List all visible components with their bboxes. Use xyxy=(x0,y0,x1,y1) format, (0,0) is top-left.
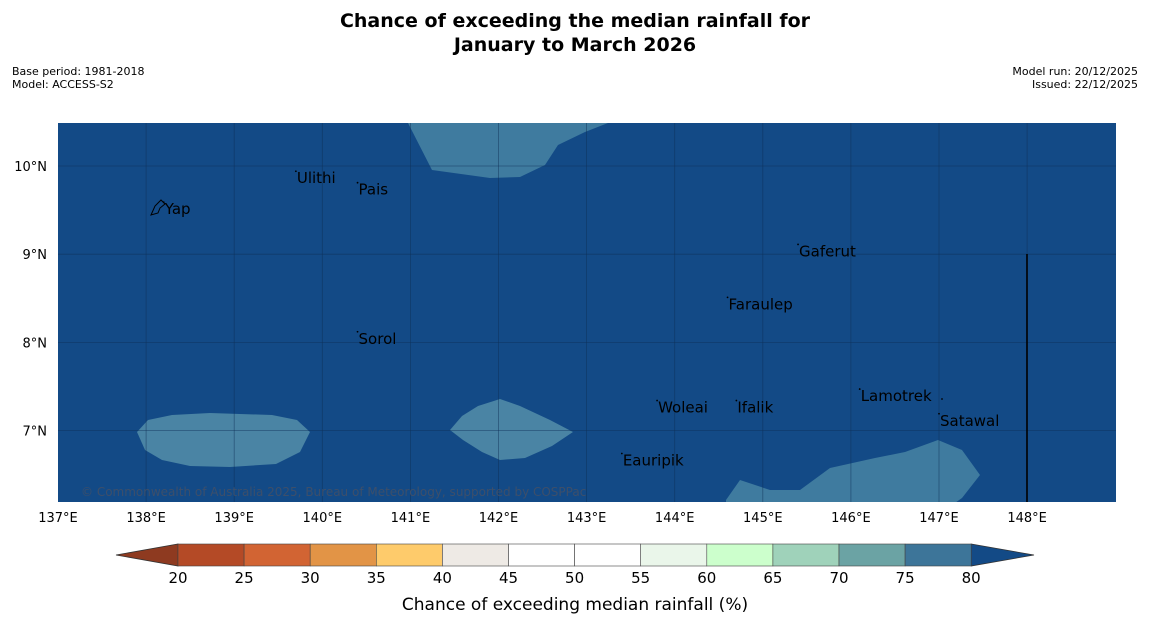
x-tick-label: 141°E xyxy=(391,511,431,526)
x-tick-label: 144°E xyxy=(655,511,695,526)
x-tick-label: 140°E xyxy=(303,511,343,526)
place-label: Sorol xyxy=(359,330,397,348)
colorbar-tick-label: 30 xyxy=(301,569,320,587)
colorbar-segment xyxy=(309,543,377,567)
colorbar-tick-label: 80 xyxy=(962,569,981,587)
islet-marker xyxy=(941,398,943,400)
base-period: Base period: 1981-2018 xyxy=(12,65,145,78)
x-tick-label: 148°E xyxy=(1007,511,1047,526)
place-marker xyxy=(356,330,359,333)
colorbar-segment xyxy=(508,543,575,567)
place-label: Ifalik xyxy=(737,399,773,417)
colorbar-tick-label: 75 xyxy=(896,569,915,587)
colorbar-segment xyxy=(574,543,641,567)
colorbar-tick-label: 50 xyxy=(565,569,584,587)
place-label: Gaferut xyxy=(799,242,856,260)
place-marker xyxy=(656,399,658,402)
colorbar-tick-label: 20 xyxy=(168,569,187,587)
x-tick-label: 146°E xyxy=(831,511,871,526)
meta-right: Model run: 20/12/2025 Issued: 22/12/2025 xyxy=(1012,65,1138,91)
place-label: Satawal xyxy=(940,412,999,430)
place-label: Yap xyxy=(164,200,191,218)
colorbar-segment xyxy=(177,543,245,567)
colorbar-segment xyxy=(838,543,906,567)
copyright-notice: © Commonwealth of Australia 2025, Bureau… xyxy=(81,485,586,499)
colorbar-title: Chance of exceeding median rainfall (%) xyxy=(402,595,748,615)
place-label: Eauripik xyxy=(623,451,684,469)
colorbar-tick-label: 45 xyxy=(499,569,518,587)
place-label: Faraulep xyxy=(729,295,793,313)
contour-central xyxy=(450,399,573,460)
colorbar-segment xyxy=(243,543,311,567)
place-labels: Yap Ulithi Pais Gaferut Faraulep Sorol Lamotre… xyxy=(162,169,999,469)
x-tick-label: 142°E xyxy=(479,511,519,526)
place-marker xyxy=(858,388,861,390)
colorbar-segment xyxy=(442,543,509,567)
colorbar-tick-label: 35 xyxy=(367,569,386,587)
colorbar-tick-label: 70 xyxy=(829,569,848,587)
x-tick-label: 147°E xyxy=(919,511,959,526)
place-label: Lamotrek xyxy=(861,387,932,405)
place-label: Woleai xyxy=(658,399,708,417)
model-run: Model run: 20/12/2025 xyxy=(1012,65,1138,78)
y-tick-label: 9°N xyxy=(23,248,48,263)
colorbar-low-arrow xyxy=(115,543,179,567)
colorbar-high-arrow xyxy=(970,543,1035,567)
contour-west xyxy=(137,413,310,467)
y-tick-label: 10°N xyxy=(14,160,47,175)
colorbar-tick-label: 60 xyxy=(697,569,716,587)
colorbar-segment xyxy=(706,543,774,567)
x-tick-label: 138°E xyxy=(126,511,166,526)
colorbar-segment xyxy=(375,543,443,567)
place-label: Ulithi xyxy=(297,169,336,187)
place-label: Pais xyxy=(359,181,389,199)
meta-left: Base period: 1981-2018 Model: ACCESS-S2 xyxy=(12,65,144,91)
colorbar-tick-label: 65 xyxy=(763,569,782,587)
place-marker xyxy=(938,412,940,415)
x-tick-label: 145°E xyxy=(743,511,783,526)
place-marker xyxy=(735,399,738,402)
x-tick-label: 143°E xyxy=(567,511,607,526)
map-title: Chance of exceeding the median rainfall … xyxy=(0,9,1150,57)
y-tick-label: 8°N xyxy=(23,336,48,351)
probability-contours xyxy=(137,123,980,502)
contour-southeast xyxy=(726,440,980,502)
yap-island-outline xyxy=(150,199,166,216)
colorbar-tick-label: 55 xyxy=(631,569,650,587)
colorbar: 20 25 30 35 40 45 50 55 60 65 70 75 80 xyxy=(115,543,1035,587)
place-marker xyxy=(356,181,359,184)
x-tick-label: 139°E xyxy=(214,511,254,526)
place-marker xyxy=(726,296,729,299)
colorbar-segment xyxy=(640,543,708,567)
title-line-1: Chance of exceeding the median rainfall … xyxy=(339,10,811,32)
title-line-2: January to March 2026 xyxy=(453,34,697,56)
colorbar-segment xyxy=(772,543,840,567)
axis-tick-labels: 137°E 138°E 139°E 140°E 141°E 142°E 143°E 144°E… xyxy=(14,160,1047,526)
contour-north xyxy=(408,123,608,178)
model-name: Model: ACCESS-S2 xyxy=(12,78,114,91)
issued-date: Issued: 22/12/2025 xyxy=(1031,78,1138,91)
colorbar-tick-label: 25 xyxy=(235,569,254,587)
colorbar-segment xyxy=(904,543,972,567)
colorbar-tick-label: 40 xyxy=(433,569,452,587)
place-marker xyxy=(620,452,623,455)
place-marker xyxy=(797,243,799,246)
place-marker xyxy=(294,170,297,173)
y-tick-label: 7°N xyxy=(23,425,48,440)
x-tick-label: 137°E xyxy=(38,511,78,526)
